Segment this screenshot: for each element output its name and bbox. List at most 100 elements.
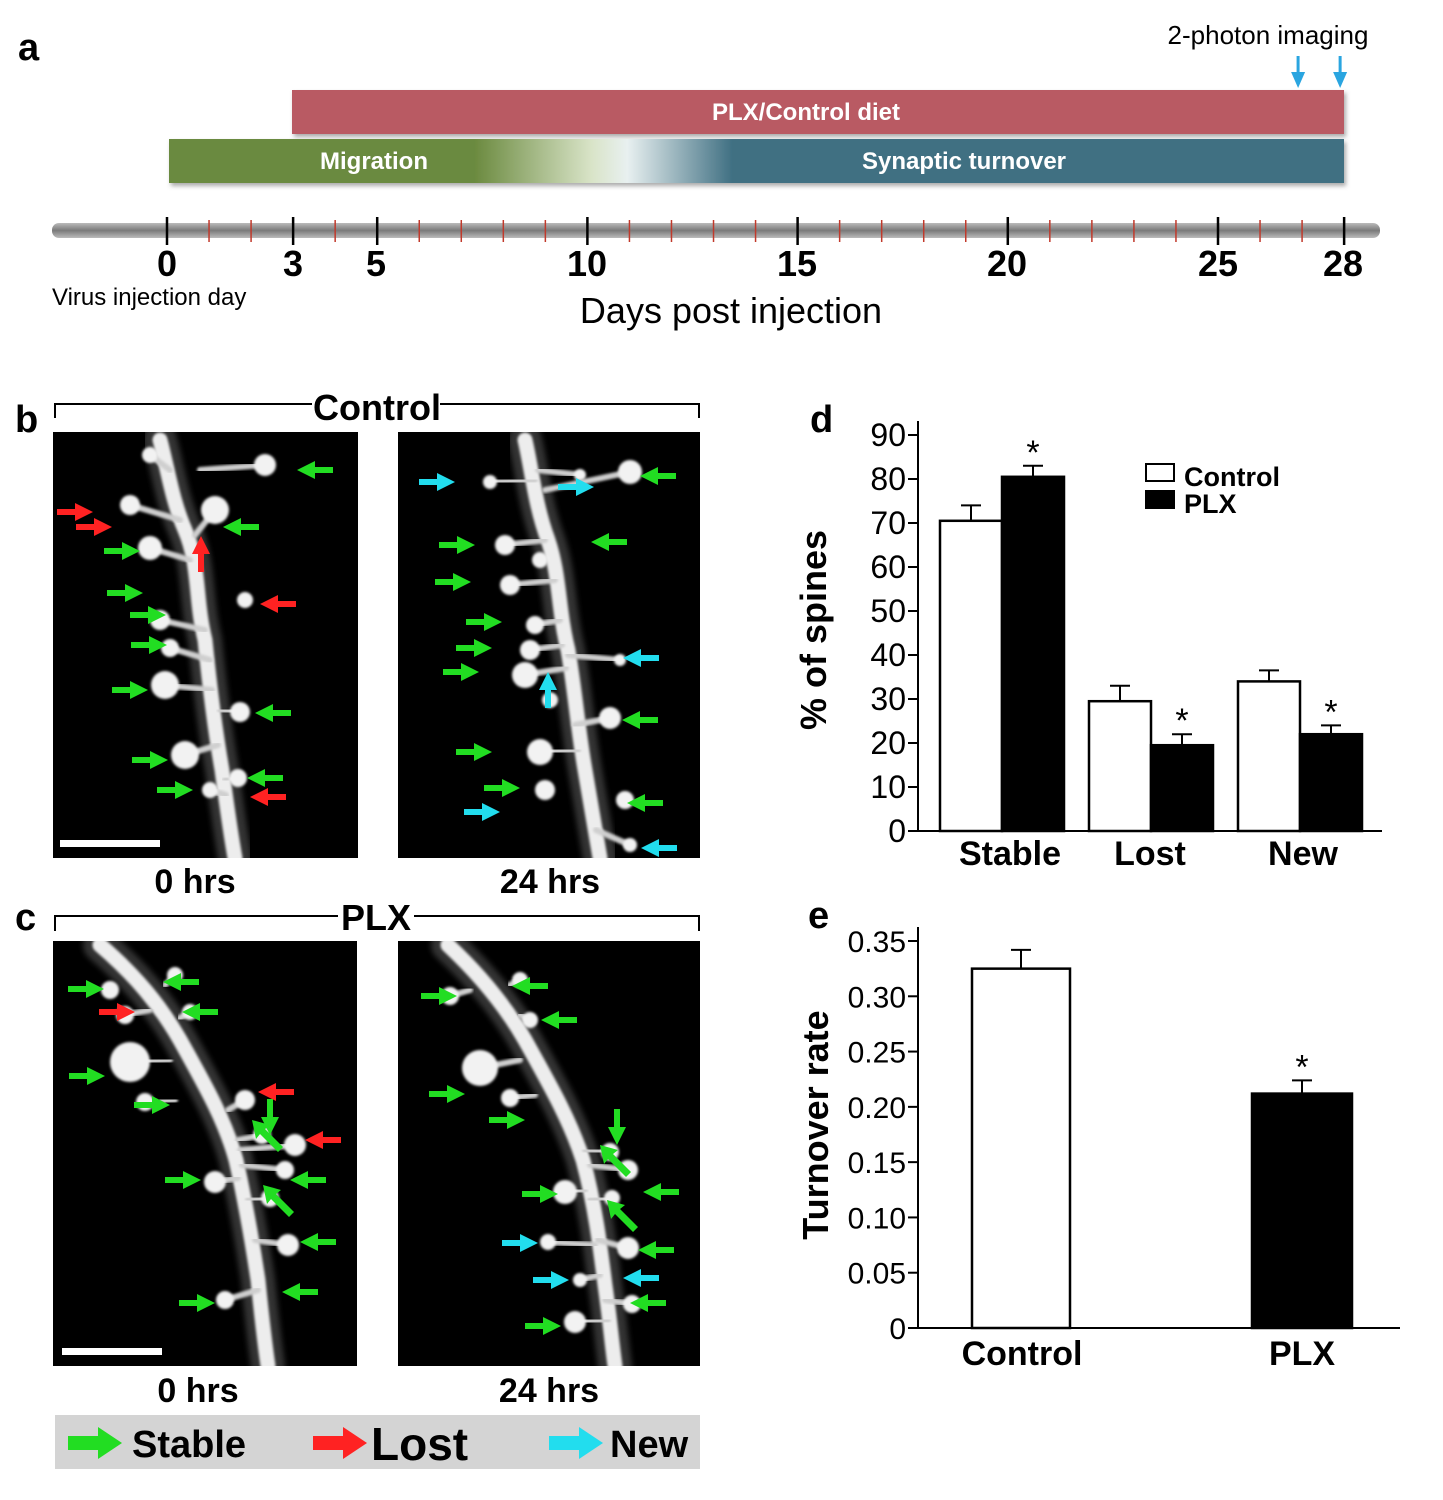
spine-arrow [57,503,93,521]
spine-head [553,1180,577,1204]
chart-e-plot: 0 0.05 0.10 0.15 0.20 0.25 0.30 0.35 * Control PLX [848,926,1400,1373]
tick-label-3: 3 [283,243,303,284]
imaging-arrows [1291,56,1348,88]
spine-arrows [57,461,333,806]
bar-plx-stable [1000,475,1066,833]
legend-label-stable: Stable [132,1424,246,1466]
legend-arrow [313,1427,367,1459]
scale-bar [60,840,160,847]
plx-diet-bar-label: PLX/Control diet [712,99,900,126]
timeline-tick-labels: 0 3 5 10 15 20 25 28 [157,243,1363,284]
bar-plx-new [1298,732,1364,833]
spine-arrow [607,1200,638,1232]
y-tick-label: 90 [870,417,906,453]
spine-arrow [541,1011,577,1029]
imaging-arrow-head [1333,72,1348,88]
legend-arrow [68,1427,122,1459]
spine-arrow [435,573,471,591]
chart-d-ylabel: % of spines [793,530,834,730]
spine-arrow [282,1283,318,1301]
time-label-plx-24: 24 hrs [499,1372,599,1410]
spine-head [526,616,544,634]
bar-plx [1250,1092,1354,1330]
spine-head [623,838,637,852]
spine-arrow [421,987,457,1005]
spine-head [237,592,253,608]
spine-head [110,1042,150,1082]
spine-head [564,1311,586,1333]
dendrite-shaft [517,432,608,858]
spine-arrow [466,613,502,631]
y-tick-label: 50 [870,593,906,629]
spine-head [535,780,555,800]
spine-arrow [456,639,492,657]
arrow-legend: Stable Lost New [55,1415,700,1470]
spine-arrow [132,751,168,769]
spine-arrow [99,1003,135,1021]
timeline-axis [52,223,1380,238]
spine-arrow [558,478,594,496]
spine-head [229,769,247,787]
plx-diet-bar [292,90,1344,134]
y-tick-label: 40 [870,637,906,673]
spine-arrow [69,1067,105,1085]
category-label: Control [962,1335,1083,1373]
category-label: New [1268,835,1338,873]
time-label-control-0: 0 hrs [154,863,235,901]
spine-arrow [512,977,548,995]
spine-head [614,654,626,666]
y-tick-label: 0.25 [848,1037,906,1070]
spine-arrow [165,1171,201,1189]
spine-head [101,981,119,999]
time-label-plx-0: 0 hrs [157,1372,238,1410]
spine-arrow [263,1185,294,1217]
spine-head [235,1090,255,1110]
spine-head [520,640,540,660]
spine-arrow [163,973,199,991]
virus-injection-label: Virus injection day [52,284,246,311]
spine-head [527,739,553,765]
spine-arrow [297,461,333,479]
bar-plx-lost [1149,743,1215,833]
legend-label-control: Control [1184,462,1280,492]
spine-arrow [502,1234,538,1252]
spine-head [540,1234,556,1250]
spine-arrow [622,711,658,729]
imaging-label: 2-photon imaging [1168,20,1369,50]
spine-head [284,1134,306,1156]
scale-bar [62,1348,162,1355]
spine-neck [487,477,538,485]
spine-head [254,454,276,476]
tick-label-5: 5 [366,243,386,284]
significance-marker: * [1324,693,1337,731]
spine-arrow [630,1294,666,1312]
spine-arrows [419,467,677,857]
spine-head [618,460,642,484]
dendrite-shaft [92,941,276,1366]
spine-head [201,496,229,524]
category-label: Lost [1114,835,1186,873]
time-label-control-24: 24 hrs [500,863,600,901]
spine-head [230,702,250,722]
spine-arrow [525,1317,561,1335]
tick-label-0: 0 [157,243,177,284]
tick-label-10: 10 [567,243,607,284]
bar-control-new [1236,680,1302,833]
y-tick-label: 0.15 [848,1147,906,1180]
significance-marker: * [1175,702,1188,740]
legend-label-lost: Lost [371,1418,468,1470]
panel-a-timeline: a 2-photon imaging PLX/Control diet Migr… [18,20,1380,331]
spine-arrow [134,1096,170,1114]
tick-label-25: 25 [1198,243,1238,284]
spine-arrow [223,518,259,536]
spine-head [617,1237,639,1259]
spine-arrow [258,1083,294,1101]
spine-arrow [608,1109,626,1145]
spine-head [276,1161,294,1179]
spine-head [277,1234,299,1256]
spine-arrow [104,542,140,560]
micrograph-control-0hrs [53,432,358,858]
y-tick-label: 60 [870,549,906,585]
spine-arrow [640,467,676,485]
